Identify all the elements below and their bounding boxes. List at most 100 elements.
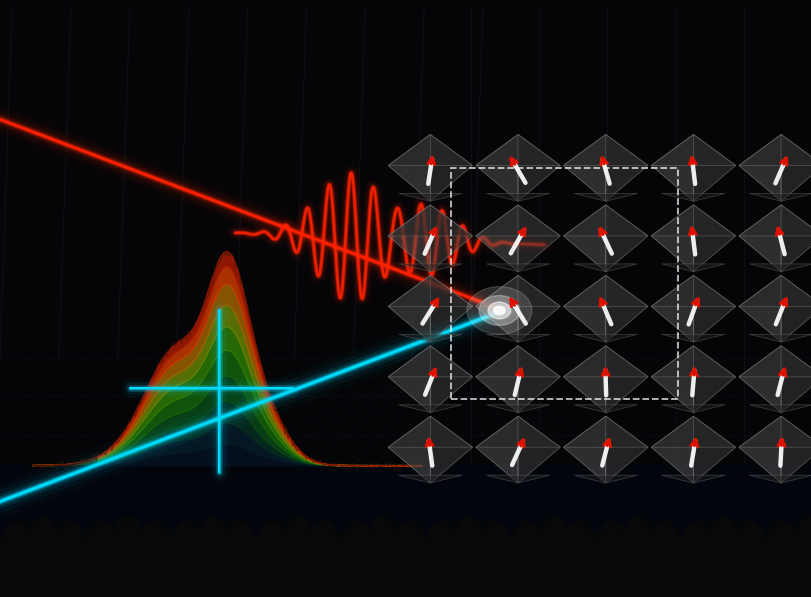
Polygon shape [738, 134, 811, 165]
Polygon shape [32, 267, 422, 466]
Polygon shape [650, 346, 735, 377]
Polygon shape [563, 205, 605, 272]
Polygon shape [517, 205, 560, 272]
Polygon shape [661, 334, 724, 342]
Polygon shape [749, 405, 811, 413]
Polygon shape [32, 327, 422, 466]
Polygon shape [388, 346, 430, 413]
Polygon shape [650, 275, 735, 306]
Polygon shape [475, 416, 517, 483]
Polygon shape [650, 205, 735, 236]
Polygon shape [398, 193, 461, 201]
Polygon shape [517, 275, 560, 342]
Polygon shape [605, 205, 647, 272]
Polygon shape [32, 350, 422, 466]
Polygon shape [32, 376, 422, 466]
Polygon shape [398, 475, 461, 483]
Polygon shape [650, 416, 735, 447]
Polygon shape [398, 405, 461, 413]
Polygon shape [780, 416, 811, 483]
Polygon shape [661, 264, 724, 272]
Polygon shape [388, 134, 430, 201]
Polygon shape [388, 134, 472, 165]
Polygon shape [32, 423, 422, 466]
Polygon shape [32, 444, 422, 466]
Polygon shape [398, 264, 461, 272]
Polygon shape [749, 193, 811, 201]
Polygon shape [738, 205, 780, 272]
Polygon shape [388, 275, 430, 342]
Polygon shape [661, 405, 724, 413]
Polygon shape [475, 416, 560, 447]
Polygon shape [738, 346, 780, 413]
Polygon shape [563, 134, 605, 201]
Polygon shape [693, 346, 735, 413]
Polygon shape [430, 416, 472, 483]
Polygon shape [693, 275, 735, 342]
Polygon shape [388, 416, 430, 483]
Polygon shape [650, 134, 735, 165]
Polygon shape [605, 346, 647, 413]
Polygon shape [738, 275, 780, 342]
Polygon shape [573, 334, 637, 342]
Polygon shape [32, 305, 422, 466]
Circle shape [478, 296, 519, 325]
Polygon shape [475, 134, 560, 165]
Polygon shape [563, 275, 605, 342]
Polygon shape [475, 346, 560, 377]
Polygon shape [486, 334, 549, 342]
Circle shape [466, 287, 531, 334]
Polygon shape [661, 193, 724, 201]
Polygon shape [780, 275, 811, 342]
Polygon shape [563, 416, 605, 483]
Polygon shape [388, 275, 472, 306]
Polygon shape [693, 416, 735, 483]
Polygon shape [388, 416, 472, 447]
Polygon shape [430, 275, 472, 342]
Polygon shape [749, 334, 811, 342]
Polygon shape [780, 346, 811, 413]
Polygon shape [517, 346, 560, 413]
Polygon shape [693, 134, 735, 201]
Polygon shape [605, 275, 647, 342]
Polygon shape [475, 346, 517, 413]
Polygon shape [749, 475, 811, 483]
Polygon shape [650, 346, 693, 413]
Polygon shape [430, 346, 472, 413]
Polygon shape [573, 264, 637, 272]
Circle shape [493, 306, 504, 315]
Polygon shape [738, 416, 811, 447]
Polygon shape [780, 134, 811, 201]
Polygon shape [650, 134, 693, 201]
Polygon shape [388, 346, 472, 377]
Polygon shape [517, 134, 560, 201]
Polygon shape [430, 205, 472, 272]
Polygon shape [573, 475, 637, 483]
Polygon shape [738, 134, 780, 201]
Polygon shape [563, 346, 647, 377]
Polygon shape [475, 275, 517, 342]
Polygon shape [475, 205, 560, 236]
Bar [450, 168, 677, 399]
Polygon shape [738, 275, 811, 306]
Polygon shape [605, 416, 647, 483]
Polygon shape [738, 416, 780, 483]
Polygon shape [605, 134, 647, 201]
Polygon shape [650, 416, 693, 483]
Polygon shape [475, 205, 517, 272]
Polygon shape [738, 346, 811, 377]
Polygon shape [563, 346, 605, 413]
Polygon shape [32, 284, 422, 466]
Polygon shape [32, 402, 422, 466]
Polygon shape [486, 264, 549, 272]
Polygon shape [563, 205, 647, 236]
Polygon shape [693, 205, 735, 272]
Polygon shape [780, 205, 811, 272]
Polygon shape [650, 275, 693, 342]
Polygon shape [573, 405, 637, 413]
Polygon shape [475, 134, 517, 201]
Polygon shape [563, 275, 647, 306]
Polygon shape [563, 416, 647, 447]
Polygon shape [486, 475, 549, 483]
Polygon shape [486, 193, 549, 201]
